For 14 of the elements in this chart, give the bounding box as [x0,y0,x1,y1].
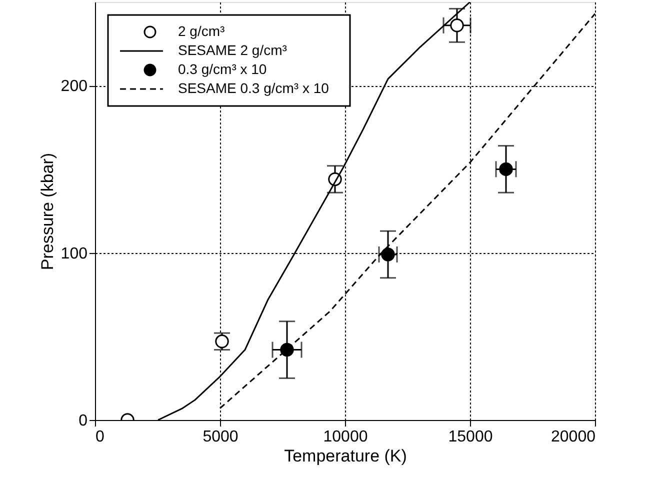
x-tick-label: 20000 [551,428,596,446]
legend-label: SESAME 0.3 g/cm³ x 10 [178,80,330,96]
x-tick-label: 0 [96,428,104,446]
x-tick-label: 15000 [448,428,493,446]
x-tick-label: 10000 [323,428,368,446]
y-tick-label: 100 [60,245,88,262]
y-tick-label: 0 [78,412,88,430]
y-tick-label: 200 [60,78,88,96]
legend-label: 0.3 g/cm³ x 10 [178,61,267,77]
x-tick-label: 5000 [202,428,238,446]
legend-label: SESAME 2 g/cm³ [178,42,288,58]
x-axis-title: Temperature (K) [284,446,407,466]
y-axis-title: Pressure (kbar) [38,152,57,270]
legend-label: 2 g/cm³ [178,23,226,39]
